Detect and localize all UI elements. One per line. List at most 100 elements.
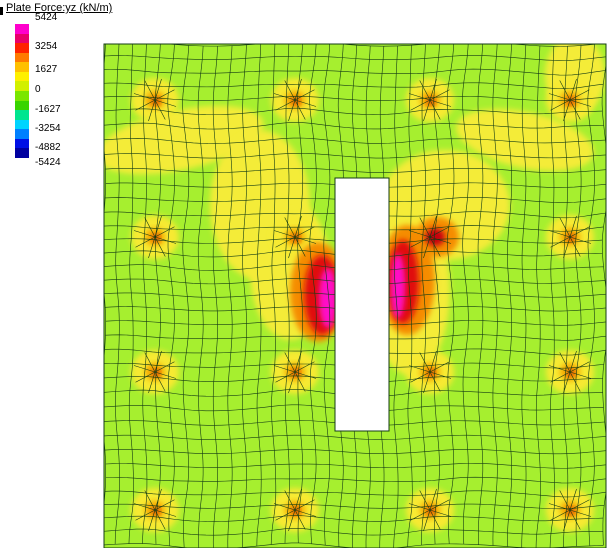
mesh-spoke [154,361,175,373]
mesh-spoke [294,236,317,244]
legend-color-step [15,52,29,63]
mesh-spoke [419,490,431,511]
mesh-spoke [408,93,431,101]
legend-label-minus-3254: -3254 [35,123,61,134]
legend-color-step [15,138,29,149]
support-stress-core [425,228,445,246]
mesh-spoke [294,371,306,392]
mesh-line-horizontal [104,137,606,144]
mesh-spoke [273,230,296,238]
mesh-spoke [429,350,437,373]
legend-label-minus-5424: -5424 [35,157,61,168]
mesh-line-horizontal [104,449,606,455]
mesh-line-horizontal [104,107,603,116]
mesh-line-horizontal [104,68,606,76]
mesh-spoke [423,509,431,532]
mesh-spoke [144,352,156,373]
legend-label-minus-4882: -4882 [35,142,61,153]
mesh-spoke [154,499,175,511]
mesh-spoke [419,80,431,101]
mesh-spoke [569,371,581,392]
mesh-spoke [288,99,296,122]
mesh-spoke [569,371,592,379]
mesh-spoke [569,499,590,511]
mesh-spoke [294,509,317,517]
mesh-spoke [569,226,590,238]
mesh-spoke [429,78,437,101]
mesh-spoke [569,99,581,120]
legend-color-step [15,119,29,130]
mesh-spoke [144,490,156,511]
mesh-spoke [294,350,302,373]
mesh-spoke [569,236,592,244]
mesh-spoke [410,99,431,111]
legend-label-3254: 3254 [35,41,58,52]
mesh-spoke [135,236,156,248]
mesh-spoke [550,371,571,383]
mesh-spoke [548,230,571,238]
mesh-spoke [563,99,571,122]
contour-band [456,108,594,172]
legend-label-1627: 1627 [35,64,58,75]
mesh-spoke [569,509,592,517]
mesh-spoke [154,78,162,101]
mesh-spoke [423,236,431,259]
mesh-spoke [429,99,452,107]
legend-color-bar [15,24,29,158]
mesh-spoke [148,236,156,259]
legend-color-step [15,81,29,91]
mesh-spoke [284,217,296,238]
mesh-line-horizontal [104,55,606,61]
legend-title: Plate Force:yz (kN/m) [6,2,113,14]
legend-label-5424: 5424 [35,12,58,23]
mesh-spoke [154,99,177,107]
mesh-spoke [294,361,315,373]
mesh-line-horizontal [104,528,603,536]
mesh-spoke [419,217,431,238]
legend-label-0: 0 [35,84,41,95]
mesh-spoke [408,230,431,238]
contour-zones [104,44,605,532]
mesh-spoke [275,509,296,521]
mesh-spoke [569,361,590,373]
mesh-spoke [294,89,315,101]
mesh-spoke [154,236,177,244]
mesh-spoke [154,350,162,373]
legend-color-step [15,148,29,158]
mesh-spoke [275,99,296,111]
mesh-spoke [148,509,156,532]
mesh-spoke [294,509,306,530]
mesh-spoke [284,490,296,511]
mesh-spoke [563,509,571,532]
mesh-spoke [419,352,431,373]
mesh-spoke [429,371,441,392]
mesh-spoke [429,361,450,373]
mesh-spoke [569,89,590,101]
mesh-spoke [548,503,571,511]
mesh-spoke [569,99,592,107]
mesh-spoke [144,217,156,238]
mesh-spoke [423,99,431,122]
mesh-spoke [569,488,577,511]
mesh-spoke [135,509,156,521]
mesh-spoke [133,230,156,238]
mesh-spoke [294,236,306,257]
mesh-line-horizontal [163,44,601,47]
mesh-spoke [429,499,450,511]
mesh-spoke [429,99,441,120]
mesh-spoke [410,236,431,248]
legend-color-step [15,24,29,34]
legend-color-step [15,43,29,53]
mesh-spoke [273,365,296,373]
mesh-line-horizontal [104,503,605,510]
mesh-spoke [154,509,177,517]
mesh-spoke [154,509,166,530]
mesh-spoke [294,488,302,511]
mesh-spoke [569,509,581,530]
mesh-spoke [154,215,162,238]
mesh-spoke [294,499,315,511]
legend-color-step [15,90,29,101]
mesh-spoke [133,503,156,511]
mesh-spoke [569,215,577,238]
